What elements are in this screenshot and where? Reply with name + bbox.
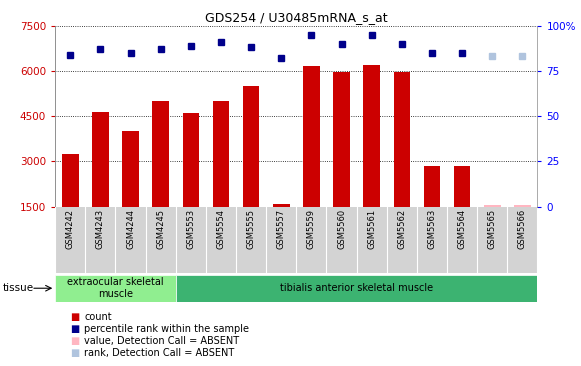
Bar xyxy=(62,154,78,207)
Bar xyxy=(303,66,320,207)
Text: rank, Detection Call = ABSENT: rank, Detection Call = ABSENT xyxy=(84,348,235,358)
Title: GDS254 / U30485mRNA_s_at: GDS254 / U30485mRNA_s_at xyxy=(205,11,388,25)
Text: GSM5555: GSM5555 xyxy=(246,209,256,249)
Text: GSM5553: GSM5553 xyxy=(187,209,195,249)
Text: count: count xyxy=(84,311,112,322)
Bar xyxy=(363,65,380,207)
Bar xyxy=(333,72,350,207)
Text: GSM5554: GSM5554 xyxy=(217,209,225,249)
Bar xyxy=(213,101,229,207)
Bar xyxy=(92,112,109,207)
Text: tibialis anterior skeletal muscle: tibialis anterior skeletal muscle xyxy=(280,283,433,293)
Text: GSM4244: GSM4244 xyxy=(126,209,135,249)
Text: GSM5561: GSM5561 xyxy=(367,209,376,249)
Text: ■: ■ xyxy=(70,348,79,358)
Text: ■: ■ xyxy=(70,311,79,322)
Text: GSM5565: GSM5565 xyxy=(487,209,497,249)
Bar xyxy=(182,113,199,207)
Text: GSM5559: GSM5559 xyxy=(307,209,316,249)
Bar xyxy=(243,86,259,207)
Text: GSM4245: GSM4245 xyxy=(156,209,165,249)
Bar xyxy=(484,205,500,207)
Text: GSM5566: GSM5566 xyxy=(518,209,527,249)
Text: GSM5562: GSM5562 xyxy=(397,209,406,249)
Text: GSM5557: GSM5557 xyxy=(277,209,286,249)
Text: ■: ■ xyxy=(70,336,79,346)
Text: GSM5564: GSM5564 xyxy=(458,209,467,249)
Bar xyxy=(152,101,169,207)
Bar xyxy=(424,166,440,207)
Bar xyxy=(176,274,537,302)
Text: percentile rank within the sample: percentile rank within the sample xyxy=(84,324,249,334)
Text: tissue: tissue xyxy=(3,283,34,293)
Text: GSM4243: GSM4243 xyxy=(96,209,105,249)
Bar xyxy=(55,274,176,302)
Bar xyxy=(273,204,289,207)
Text: extraocular skeletal
muscle: extraocular skeletal muscle xyxy=(67,277,164,299)
Bar xyxy=(454,166,471,207)
Bar xyxy=(393,72,410,207)
Text: GSM4242: GSM4242 xyxy=(66,209,75,249)
Text: value, Detection Call = ABSENT: value, Detection Call = ABSENT xyxy=(84,336,239,346)
Text: GSM5560: GSM5560 xyxy=(337,209,346,249)
Text: GSM5563: GSM5563 xyxy=(428,209,436,249)
Bar xyxy=(514,205,530,207)
Bar xyxy=(122,131,139,207)
Text: ■: ■ xyxy=(70,324,79,334)
